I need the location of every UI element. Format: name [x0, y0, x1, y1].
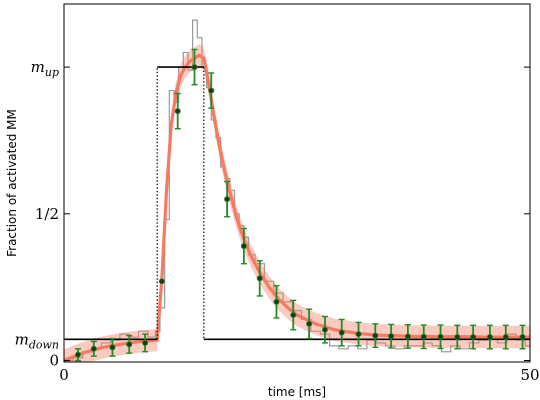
- data-point: [240, 243, 247, 250]
- y-tick-label: 1/2: [35, 205, 59, 223]
- mean-confidence-band: [64, 44, 530, 363]
- data-point: [191, 64, 198, 71]
- data-point: [420, 333, 427, 340]
- mean-line: [63, 53, 530, 363]
- data-point: [372, 332, 379, 339]
- data-point: [74, 351, 81, 358]
- stimulus-layer: [64, 66, 530, 341]
- data-point: [355, 331, 362, 338]
- data-point: [306, 320, 313, 327]
- data-point: [142, 339, 149, 346]
- data-point: [273, 298, 280, 305]
- y-tick-label: mdown: [15, 330, 59, 351]
- x-axis-label: time [ms]: [268, 385, 326, 399]
- data-point: [90, 345, 97, 352]
- data-point: [338, 329, 345, 336]
- data-point: [470, 334, 477, 341]
- data-points-layer: [74, 48, 526, 362]
- data-point: [454, 334, 461, 341]
- plot-frame: [63, 3, 531, 363]
- mean-band-layer: [63, 44, 530, 363]
- data-point: [126, 341, 133, 348]
- data-point: [256, 275, 263, 282]
- data-point: [224, 196, 231, 203]
- y-tick-label: mup: [31, 58, 59, 79]
- data-point: [208, 87, 215, 94]
- data-point: [109, 344, 116, 351]
- x-tick-label: 50: [520, 366, 539, 384]
- x-tick-label: 0: [59, 366, 69, 384]
- data-point: [404, 333, 411, 340]
- data-point: [290, 312, 297, 319]
- data-point: [321, 326, 328, 333]
- data-point: [519, 334, 526, 341]
- y-tick-label: 0: [49, 352, 59, 370]
- data-point: [437, 333, 444, 340]
- data-point: [486, 334, 493, 341]
- data-point: [502, 334, 509, 341]
- data-point: [158, 278, 165, 285]
- data-point: [388, 333, 395, 340]
- data-point: [174, 108, 181, 115]
- y-axis-label: Fraction of activated MM: [5, 109, 19, 257]
